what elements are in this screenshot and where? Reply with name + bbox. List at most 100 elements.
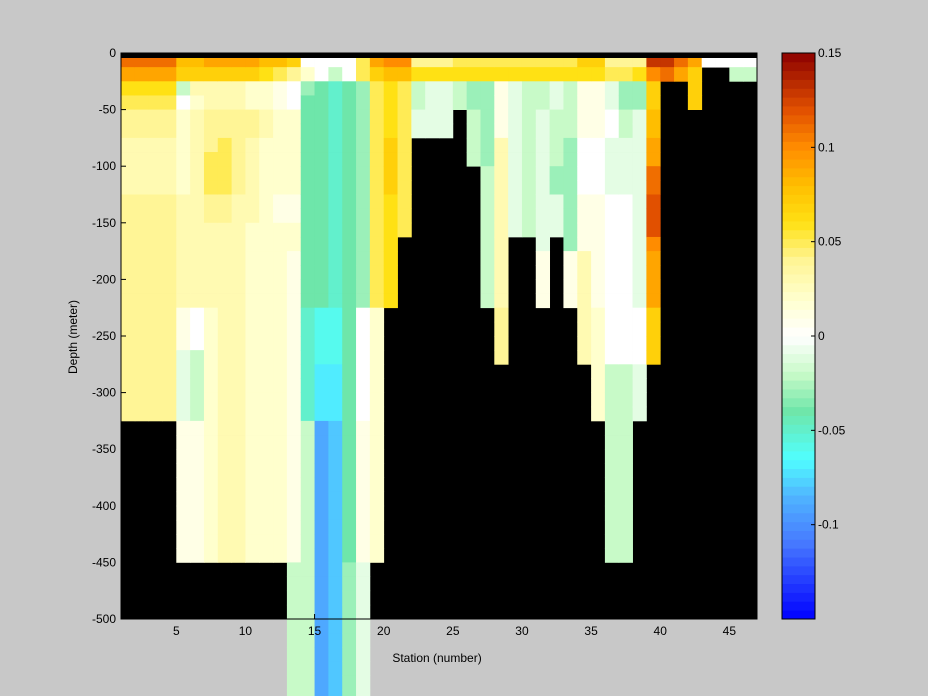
heatmap-cell	[369, 321, 385, 337]
heatmap-cell	[383, 236, 398, 252]
heatmap-cell	[563, 95, 578, 110]
heatmap-cell	[231, 251, 246, 266]
heatmap-cell	[286, 406, 302, 422]
heatmap-cell	[273, 449, 288, 464]
heatmap-cell	[328, 604, 343, 620]
heatmap-cell	[591, 307, 606, 323]
heatmap-cell	[535, 265, 551, 280]
heatmap-cell	[466, 137, 481, 153]
heatmap-cell	[342, 236, 357, 252]
heatmap-cell	[217, 81, 233, 96]
heatmap-cell	[162, 208, 177, 224]
heatmap-cell	[549, 137, 564, 153]
colorbar-swatch	[782, 530, 815, 540]
heatmap-cell	[618, 435, 633, 450]
heatmap-cell	[356, 336, 371, 351]
heatmap-cell	[300, 166, 315, 181]
heatmap-cell	[273, 420, 288, 436]
heatmap-cell	[121, 95, 136, 110]
heatmap-cell	[314, 406, 329, 422]
heatmap-cell	[259, 251, 274, 266]
heatmap-cell	[273, 222, 288, 238]
heatmap-cell	[134, 123, 150, 139]
heatmap-cell	[356, 194, 371, 210]
heatmap-cell	[176, 194, 191, 210]
heatmap-cell	[383, 166, 398, 181]
heatmap-cell	[452, 81, 468, 96]
heatmap-cell	[314, 236, 329, 252]
heatmap-cell	[342, 194, 357, 210]
heatmap-cell	[245, 378, 260, 393]
heatmap-cell	[369, 293, 385, 309]
heatmap-cell	[646, 279, 661, 294]
heatmap-cell	[397, 137, 412, 153]
heatmap-cell	[245, 548, 260, 563]
heatmap-cell	[591, 321, 606, 337]
heatmap-cell	[356, 534, 371, 549]
heatmap-cell	[646, 67, 661, 82]
heatmap-cell	[646, 152, 661, 167]
heatmap-cell	[618, 548, 633, 563]
heatmap-cell	[604, 534, 620, 549]
heatmap-cell	[480, 279, 495, 294]
heatmap-cell	[604, 477, 620, 493]
colorbar-swatch	[782, 486, 815, 496]
heatmap-cell	[300, 675, 315, 691]
heatmap-cell	[245, 194, 260, 210]
heatmap-cell	[328, 619, 343, 634]
heatmap-cell	[466, 95, 481, 110]
heatmap-cell	[314, 392, 329, 408]
heatmap-cell	[217, 95, 233, 110]
heatmap-cell	[632, 406, 647, 422]
heatmap-cell	[300, 562, 315, 577]
heatmap-cell	[300, 477, 315, 493]
heatmap-cell	[286, 576, 302, 592]
heatmap-cell	[632, 321, 647, 337]
heatmap-cell	[300, 81, 315, 96]
heatmap-cell	[273, 336, 288, 351]
heatmap-cell	[231, 81, 246, 96]
heatmap-cell	[356, 562, 371, 577]
heatmap-cell	[618, 519, 633, 535]
heatmap-cell	[604, 336, 620, 351]
heatmap-cell	[369, 420, 385, 436]
heatmap-cell	[383, 279, 398, 294]
heatmap-cell	[356, 123, 371, 139]
heatmap-cell	[480, 194, 495, 210]
heatmap-cell	[591, 392, 606, 408]
heatmap-cell	[162, 152, 177, 167]
heatmap-cell	[356, 477, 371, 493]
heatmap-cell	[604, 81, 620, 96]
heatmap-cell	[314, 307, 329, 323]
heatmap-cell	[356, 236, 371, 252]
heatmap-cell	[591, 95, 606, 110]
heatmap-cell	[259, 137, 274, 153]
heatmap-cell	[577, 180, 592, 195]
heatmap-cell	[342, 364, 357, 379]
heatmap-cell	[217, 123, 233, 139]
x-tick-label: 35	[584, 624, 598, 638]
heatmap-cell	[314, 364, 329, 379]
heatmap-cell	[314, 208, 329, 224]
heatmap-cell	[397, 180, 412, 195]
heatmap-cell	[176, 95, 191, 110]
heatmap-cell	[535, 109, 551, 125]
heatmap-cell	[328, 265, 343, 280]
heatmap-cell	[618, 449, 633, 464]
heatmap-cell	[121, 378, 136, 393]
heatmap-cell	[300, 236, 315, 252]
heatmap-cell	[245, 81, 260, 96]
heatmap-cell	[286, 166, 302, 181]
heatmap-cell	[342, 576, 357, 592]
heatmap-cell	[563, 137, 578, 153]
heatmap-cell	[190, 505, 205, 521]
heatmap-cell	[314, 548, 329, 563]
heatmap-cell	[328, 152, 343, 167]
heatmap-cell	[190, 279, 205, 294]
heatmap-cell	[134, 236, 150, 252]
heatmap-cell	[618, 265, 633, 280]
colorbar-swatch	[782, 132, 815, 142]
heatmap-cell	[356, 67, 371, 82]
heatmap-cell	[231, 477, 246, 493]
heatmap-cell	[328, 548, 343, 563]
